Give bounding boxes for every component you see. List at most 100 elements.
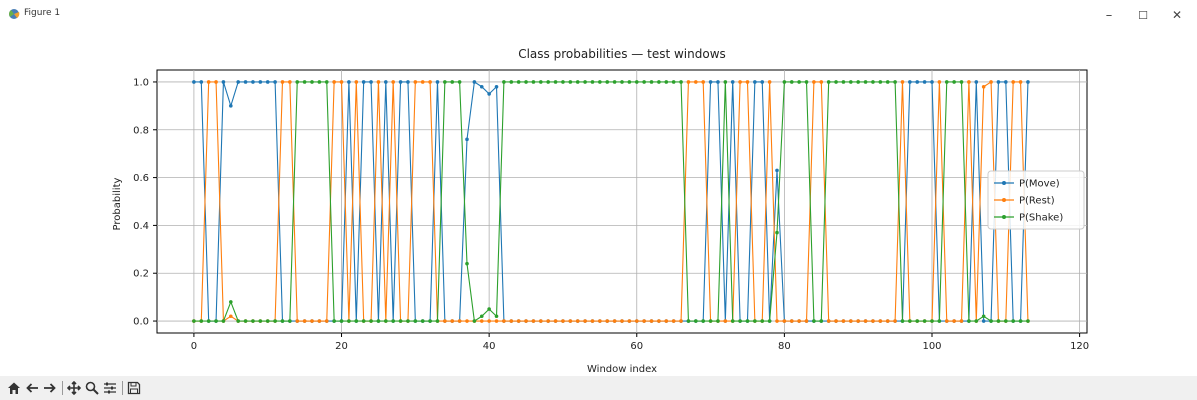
data-point-shake [967, 319, 971, 323]
data-point-shake [457, 80, 462, 84]
data-point-shake [280, 319, 285, 323]
data-point-rest [797, 319, 801, 323]
legend: P(Move) P(Rest) P(Shake) [987, 170, 1085, 230]
data-point-shake [908, 319, 912, 323]
data-point-rest [494, 319, 499, 323]
data-point-shake [878, 80, 883, 84]
data-point-shake [767, 319, 772, 323]
data-point-shake [553, 80, 558, 84]
pan-icon[interactable] [66, 380, 82, 396]
data-point-move [753, 80, 757, 84]
data-point-shake [716, 319, 720, 323]
data-point-rest [826, 319, 831, 323]
data-point-shake [369, 319, 373, 323]
data-point-rest [642, 319, 646, 323]
data-point-shake [502, 80, 506, 84]
data-point-shake [1011, 319, 1015, 323]
data-point-move [384, 80, 388, 84]
data-point-rest [583, 319, 587, 323]
data-point-rest [849, 319, 853, 323]
data-point-shake [775, 230, 779, 235]
legend-marker-move [1002, 181, 1006, 185]
data-point-shake [686, 319, 691, 323]
x-tick-label: 40 [483, 341, 496, 352]
data-point-rest [443, 319, 447, 323]
data-point-shake [376, 319, 381, 323]
data-point-rest [856, 319, 860, 323]
home-icon[interactable] [6, 380, 22, 396]
data-point-shake [634, 80, 639, 84]
data-point-shake [871, 80, 875, 84]
data-point-shake [1004, 319, 1008, 323]
data-point-move [775, 168, 779, 173]
x-tick-label: 0 [191, 341, 197, 352]
data-point-shake [221, 319, 226, 323]
data-point-shake [826, 80, 831, 84]
data-point-rest [627, 319, 632, 323]
data-point-rest [893, 319, 897, 323]
data-point-move [908, 80, 912, 84]
data-point-rest [324, 319, 329, 323]
data-point-shake [465, 261, 469, 266]
data-point-shake [981, 314, 986, 319]
data-point-shake [302, 80, 307, 84]
forward-icon[interactable] [42, 380, 58, 396]
data-point-shake [598, 80, 602, 84]
data-point-move [479, 84, 484, 89]
data-point-move [369, 80, 373, 84]
data-point-move [465, 137, 469, 142]
data-point-rest [605, 319, 610, 323]
data-point-move [974, 80, 979, 84]
data-point-shake [288, 319, 292, 323]
data-point-shake [812, 319, 816, 323]
data-point-shake [295, 80, 300, 84]
data-point-shake [310, 80, 314, 84]
data-point-move [398, 80, 403, 84]
close-button[interactable]: ✕ [1171, 8, 1183, 22]
data-point-shake [243, 319, 248, 323]
data-point-rest [465, 319, 469, 323]
data-point-rest [1011, 80, 1015, 84]
chart-title: Class probabilities — test windows [518, 47, 726, 61]
zoom-icon[interactable] [84, 380, 100, 396]
data-point-rest [479, 319, 484, 323]
data-point-shake [789, 80, 794, 84]
data-point-shake [258, 319, 263, 323]
series-line-shake [193, 81, 1028, 322]
save-icon[interactable] [126, 380, 142, 396]
data-point-shake [435, 319, 440, 323]
legend-box [987, 170, 1085, 230]
data-point-shake [413, 319, 418, 323]
configure-subplots-icon[interactable] [102, 380, 118, 396]
data-point-move [730, 80, 735, 84]
data-point-rest [509, 319, 514, 323]
data-point-shake [989, 319, 993, 323]
toolbar-separator [122, 381, 123, 395]
data-point-shake [664, 80, 669, 84]
data-point-shake [782, 80, 787, 84]
data-point-shake [384, 319, 388, 323]
data-point-shake [361, 319, 366, 323]
data-point-move [1026, 80, 1030, 84]
y-ticks: 0.0 0.2 0.4 0.6 0.8 1.0 [133, 77, 157, 328]
data-point-rest [634, 319, 639, 323]
data-point-shake [701, 319, 705, 323]
data-point-shake [472, 319, 477, 323]
data-point-move [930, 80, 934, 84]
data-point-shake [841, 80, 846, 84]
data-point-move [192, 80, 196, 84]
data-point-rest [804, 319, 809, 323]
data-point-move [915, 80, 920, 84]
data-point-shake [317, 80, 322, 84]
data-point-shake [347, 319, 351, 323]
back-icon[interactable] [24, 380, 40, 396]
data-point-rest [376, 80, 381, 84]
x-tick-label: 120 [1070, 341, 1089, 352]
data-point-move [716, 80, 720, 84]
data-point-rest [391, 80, 395, 84]
minimize-button[interactable]: – [1105, 7, 1113, 23]
data-point-move [996, 80, 1001, 84]
data-point-rest [937, 80, 942, 84]
data-point-shake [339, 319, 344, 323]
maximize-button[interactable]: ☐ [1138, 8, 1148, 22]
